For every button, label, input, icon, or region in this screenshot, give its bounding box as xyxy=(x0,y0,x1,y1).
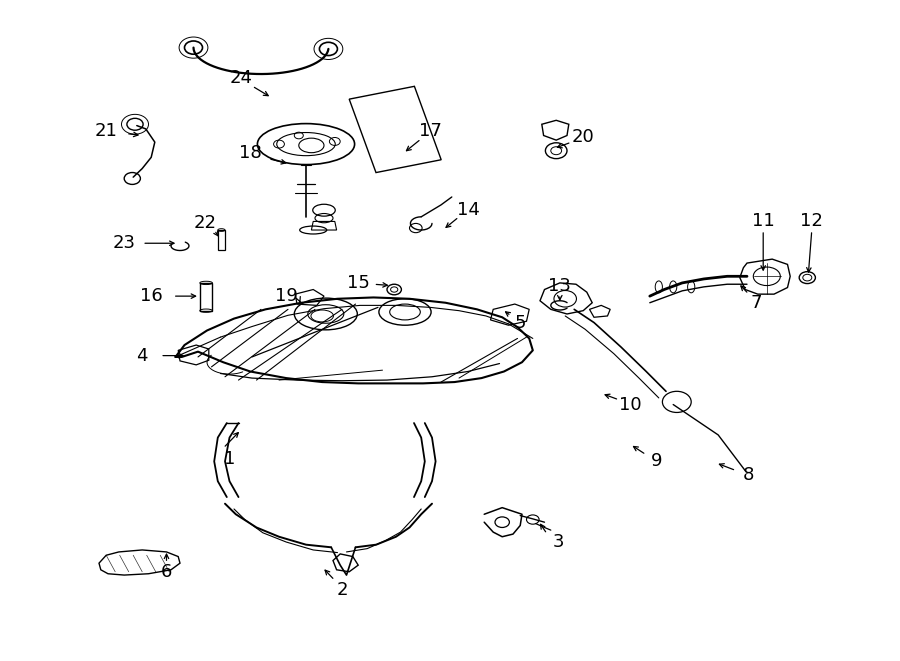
Text: 14: 14 xyxy=(456,201,480,219)
Text: 9: 9 xyxy=(652,452,662,471)
Text: 22: 22 xyxy=(194,214,217,233)
Text: 10: 10 xyxy=(618,395,642,414)
Bar xyxy=(218,230,225,250)
Text: 16: 16 xyxy=(140,287,163,305)
Text: 8: 8 xyxy=(743,465,754,484)
Text: 17: 17 xyxy=(418,122,442,140)
Text: 1: 1 xyxy=(224,450,235,469)
Text: 24: 24 xyxy=(230,69,253,87)
Text: 4: 4 xyxy=(137,346,148,365)
Text: 18: 18 xyxy=(238,144,262,163)
Text: 13: 13 xyxy=(548,276,572,295)
Text: 11: 11 xyxy=(752,212,775,231)
Text: 2: 2 xyxy=(337,581,347,600)
Text: 7: 7 xyxy=(751,293,761,312)
Bar xyxy=(200,283,212,311)
Text: 19: 19 xyxy=(274,287,298,305)
Text: 3: 3 xyxy=(553,533,563,551)
Text: 21: 21 xyxy=(94,122,118,140)
Text: 12: 12 xyxy=(800,212,824,231)
Text: 6: 6 xyxy=(161,563,172,581)
Text: 20: 20 xyxy=(572,128,595,147)
Text: 15: 15 xyxy=(346,274,370,292)
Bar xyxy=(349,87,441,173)
Text: 5: 5 xyxy=(515,313,526,332)
Text: 23: 23 xyxy=(112,234,136,253)
